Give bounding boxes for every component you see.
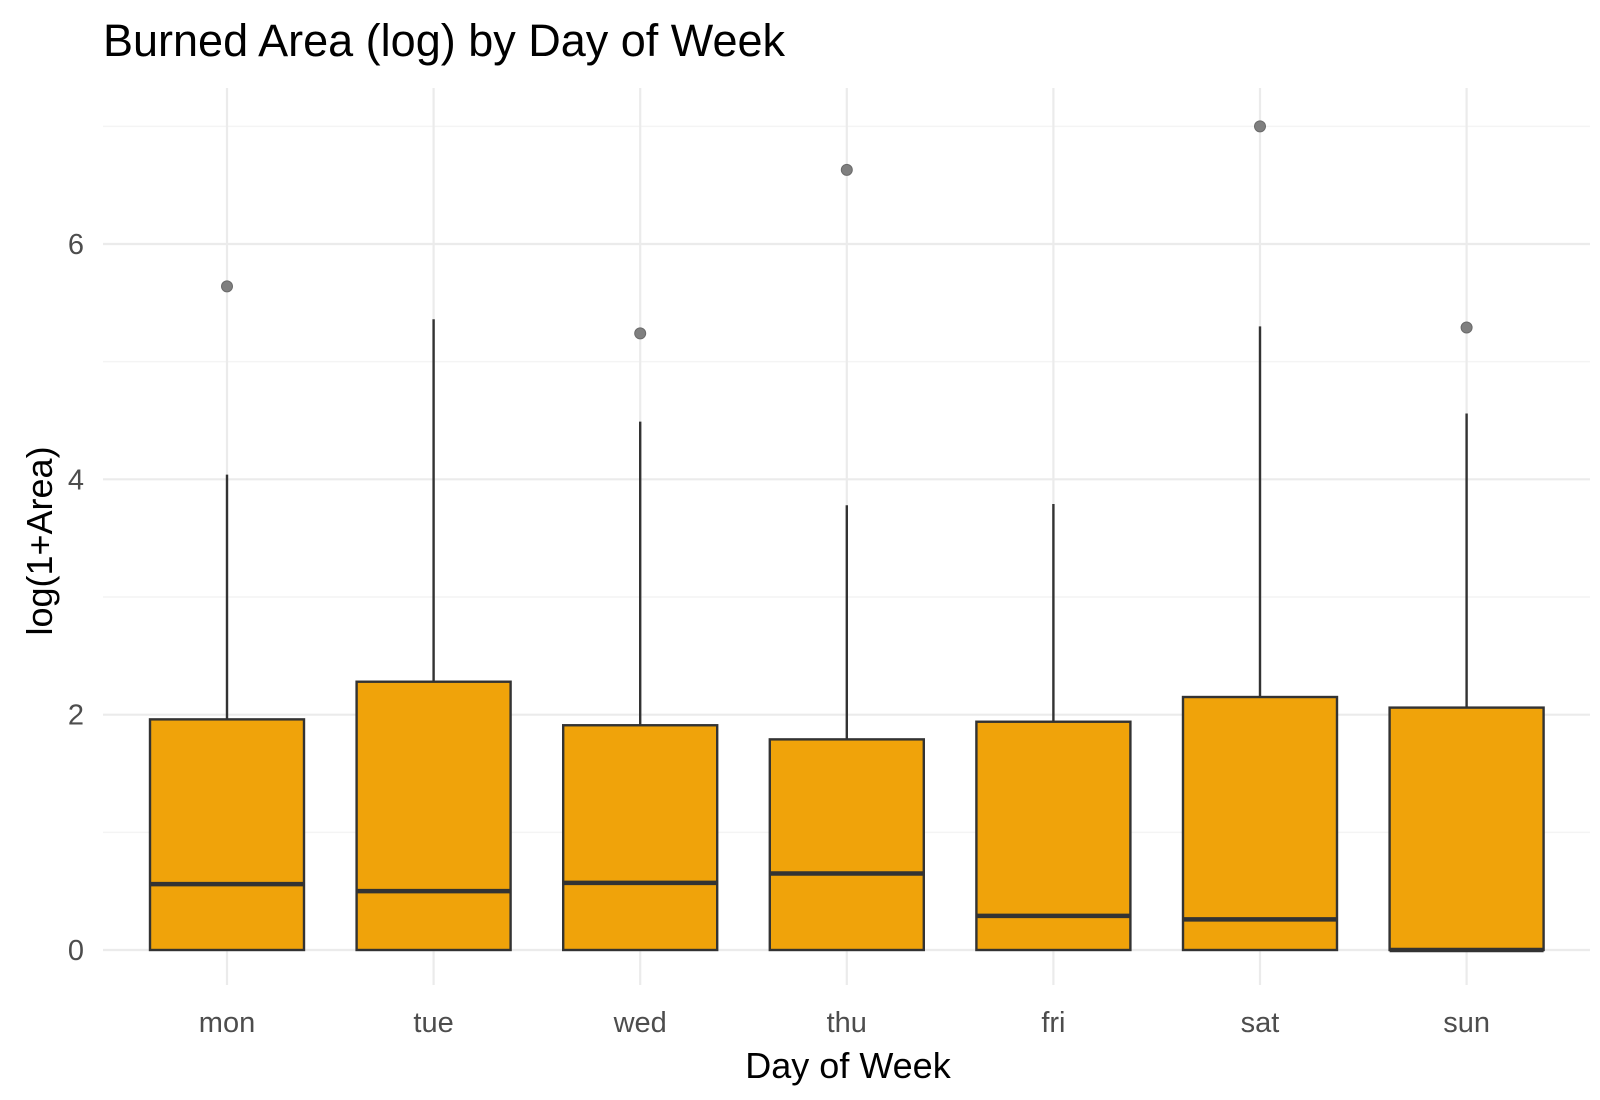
x-tick-label-thu: thu (827, 1007, 867, 1039)
axis-layer: 0 2 4 6 mon tue wed thu fri sat sun (68, 229, 1490, 1039)
outlier-point (221, 280, 233, 293)
box-iqr (1181, 695, 1339, 952)
box-iqr (768, 738, 925, 952)
x-tick-label-wed: wed (613, 1007, 667, 1039)
box-iqr (1388, 706, 1545, 952)
x-tick-label-sat: sat (1241, 1007, 1280, 1039)
x-tick-label-sun: sun (1443, 1007, 1490, 1039)
box-iqr (975, 720, 1132, 952)
outlier-point (840, 163, 853, 176)
box-iqr (562, 724, 719, 952)
plot-layer (148, 120, 1545, 953)
outlier-point (1460, 321, 1473, 334)
box-fri (975, 504, 1132, 952)
outlier-point (634, 327, 647, 340)
box-tue (355, 319, 512, 952)
box-sat (1181, 120, 1339, 952)
x-tick-label-fri: fri (1041, 1007, 1065, 1039)
y-axis-title: log(1+Area) (19, 446, 60, 635)
x-axis-title: Day of Week (745, 1045, 951, 1086)
box-thu (768, 163, 925, 952)
y-tick-label: 4 (68, 464, 84, 496)
y-tick-label: 0 (68, 935, 84, 967)
x-tick-label-tue: tue (413, 1007, 453, 1039)
box-sun (1388, 321, 1545, 953)
x-tick-label-mon: mon (199, 1007, 255, 1039)
outlier-point (1254, 120, 1266, 133)
y-tick-label: 2 (68, 700, 84, 732)
box-iqr (355, 680, 512, 952)
box-iqr (148, 718, 306, 952)
chart-title: Burned Area (log) by Day of Week (103, 15, 786, 66)
box-wed (562, 327, 719, 952)
box-mon (148, 280, 306, 952)
y-tick-label: 6 (68, 229, 84, 261)
